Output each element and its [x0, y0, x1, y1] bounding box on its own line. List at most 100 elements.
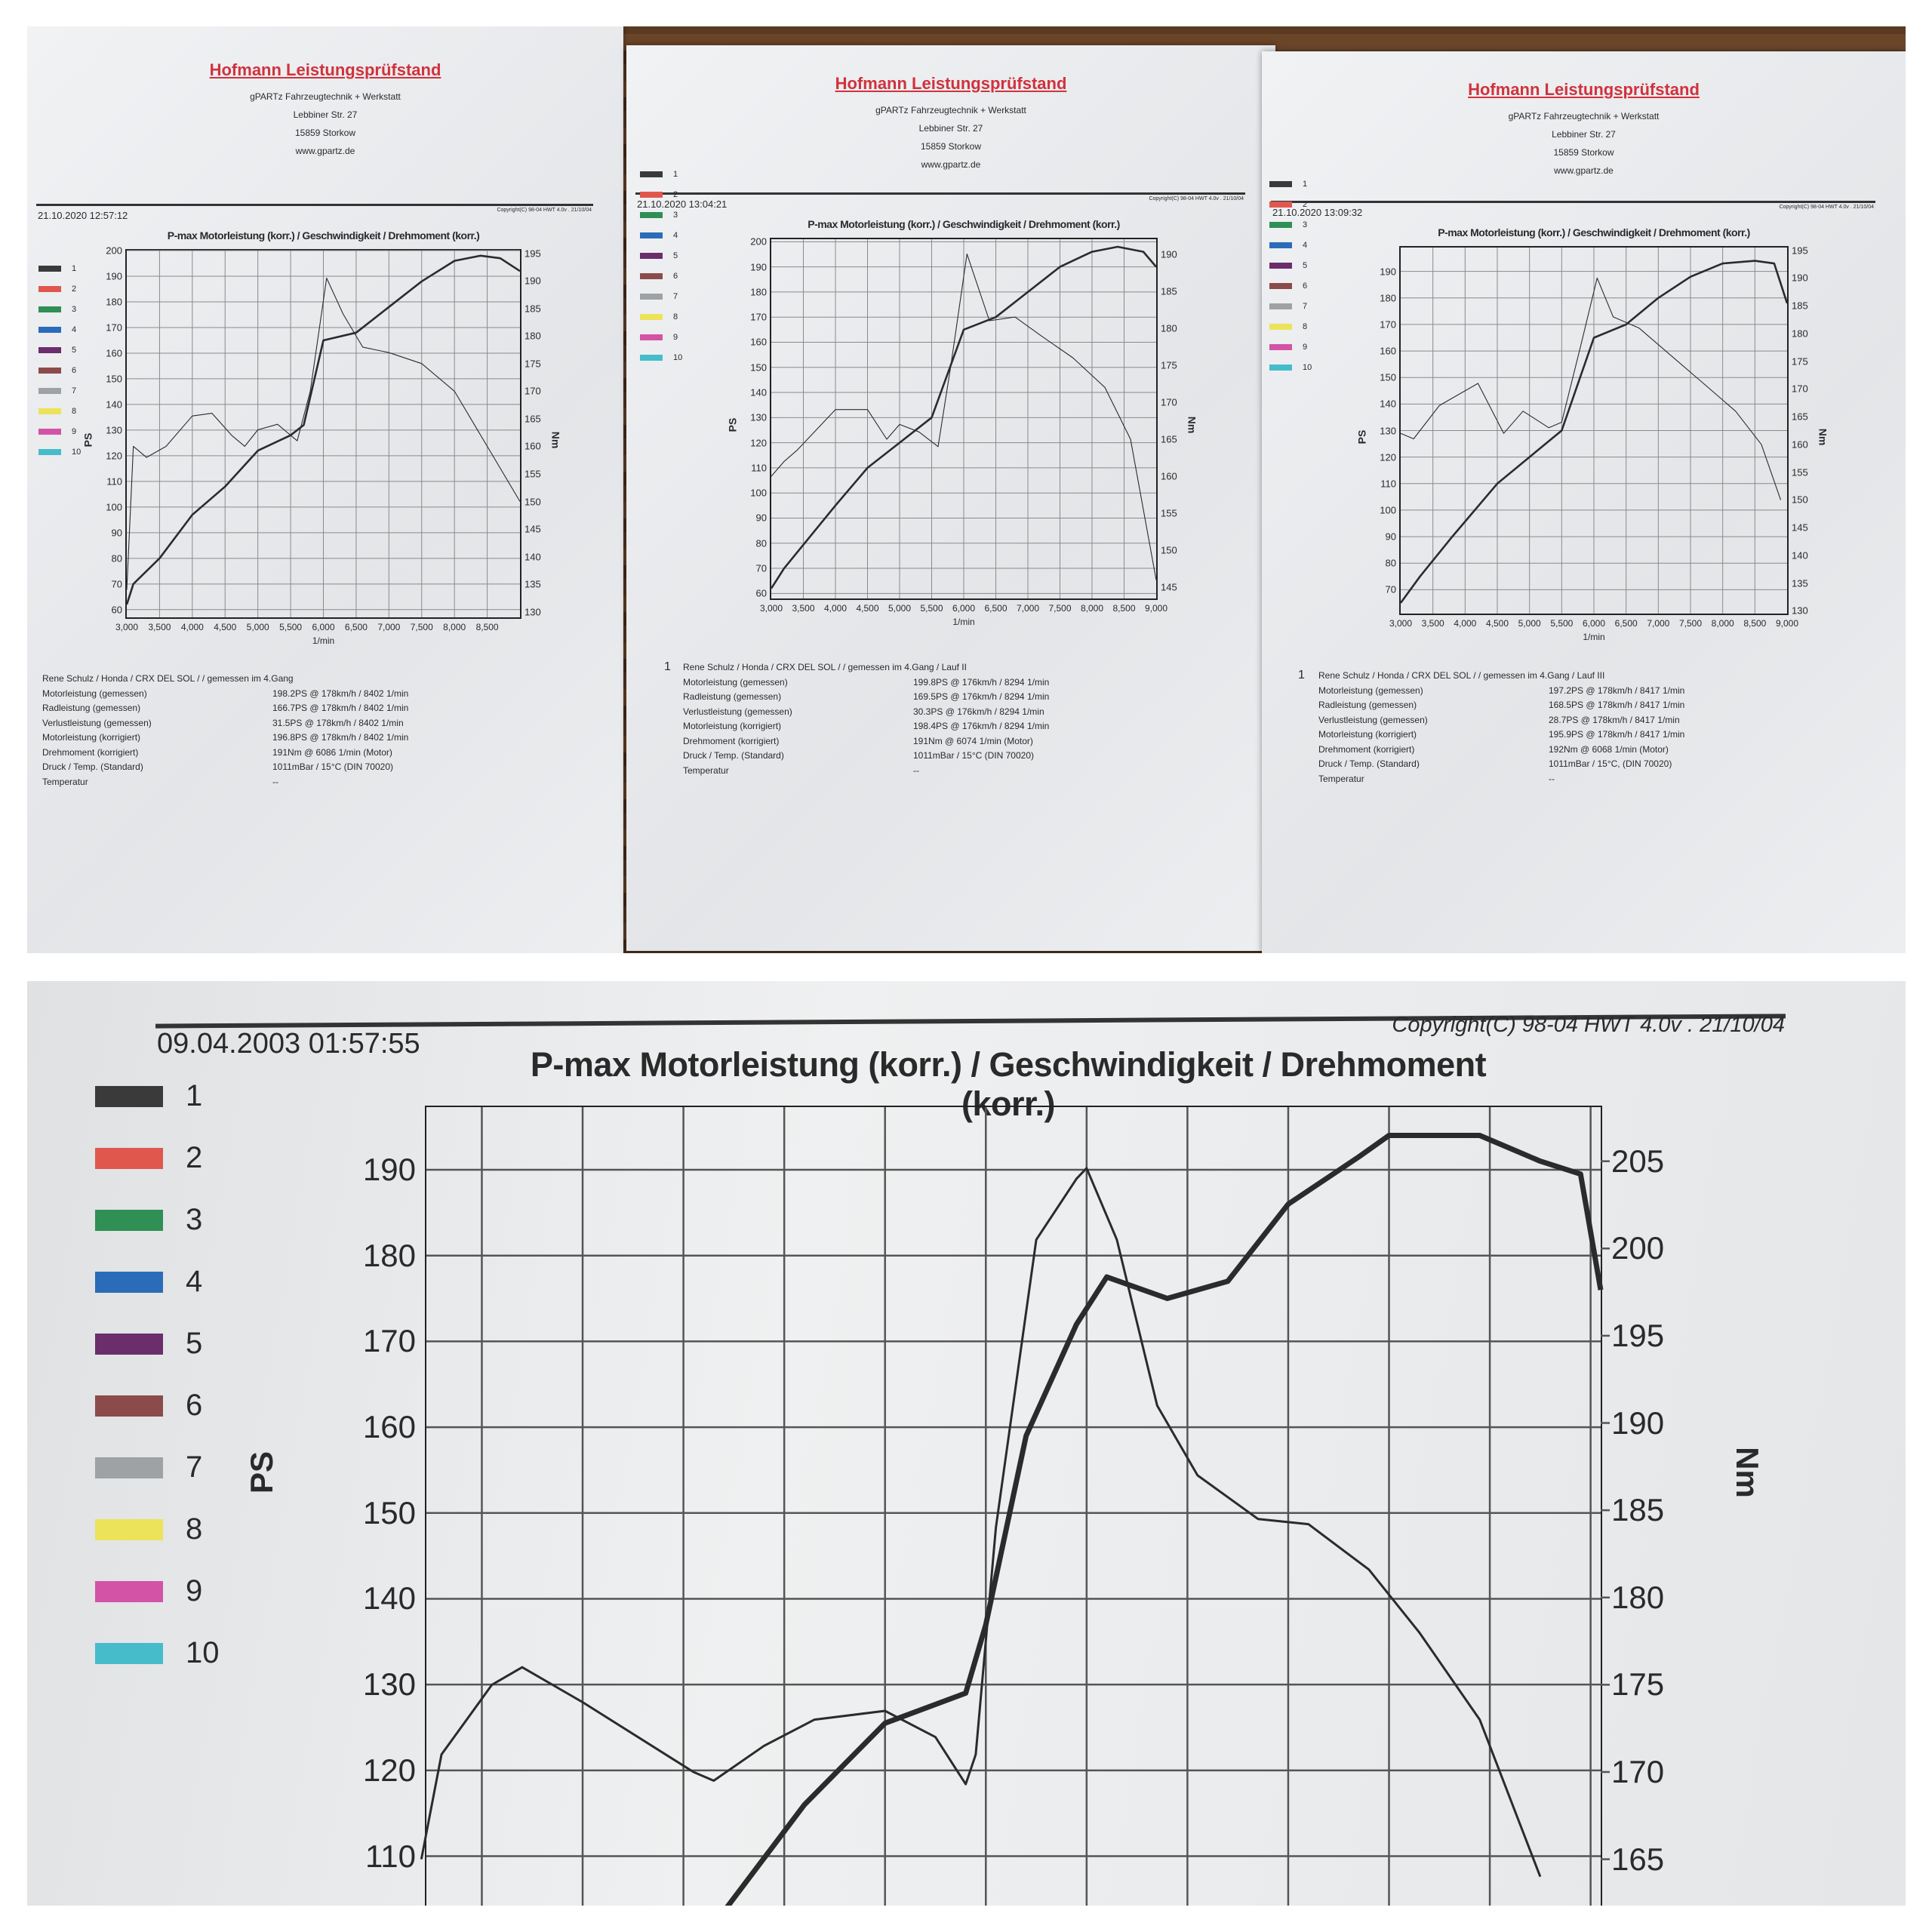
sheet-header: Hofmann Leistungsprüfstand gPARTz Fahrzeu… [626, 74, 1275, 174]
y2-tick-label-nm: 150 [1161, 544, 1177, 556]
legend-item-4: 4 [640, 231, 678, 240]
address-line: 15859 Storkow [920, 141, 982, 152]
result-value: 196.8PS @ 178km/h / 8402 1/min [272, 732, 409, 743]
legend-label: 4 [72, 325, 77, 334]
y2-tick-label-nm: 165 [1792, 411, 1808, 423]
result-row: Motorleistung (gemessen) 199.8PS @ 176km/… [683, 675, 1049, 691]
chart-plot-area: 70 80 90 100 110 120 130 140 150 160 170 180 190 130 1… [1356, 245, 1829, 642]
legend-item-10: 10 [640, 353, 682, 362]
legend-item-3: 3 [38, 305, 76, 314]
y2-tick-label-nm: 150 [1792, 494, 1808, 506]
y2-tick-label-nm: 170 [1611, 1753, 1665, 1789]
address-line: Lebbiner Str. 27 [293, 109, 358, 120]
legend-item-7: 7 [1269, 302, 1307, 311]
y-tick-label-ps: 90 [111, 527, 122, 539]
legend-label: 6 [673, 272, 678, 281]
result-row: Radleistung (gemessen) 168.5PS @ 178km/h … [1318, 698, 1684, 713]
run-date: 09.04.2003 01:57:55 [157, 1028, 420, 1060]
y-tick-label-ps: 70 [1385, 583, 1396, 595]
legend-label: 9 [1303, 343, 1308, 352]
x-tick-label-rpm: 8,000 [1711, 618, 1734, 629]
legend-swatch [38, 429, 61, 435]
legend-swatch [38, 327, 61, 333]
run-date: 21.10.2020 12:57:12 [38, 210, 128, 221]
y-tick-label-ps: 120 [750, 437, 767, 449]
legend-swatch [640, 334, 663, 340]
legend-item-3: 3 [95, 1203, 202, 1237]
y-tick-label-ps: 170 [362, 1323, 416, 1359]
header-rule [1271, 201, 1875, 203]
result-value: 166.7PS @ 178km/h / 8402 1/min [272, 703, 409, 713]
x-axis-label: 1/min [312, 635, 335, 646]
y-tick-label-ps: 170 [1380, 318, 1396, 331]
result-value: 199.8PS @ 176km/h / 8294 1/min [913, 676, 1050, 688]
y2-tick-label-nm: 160 [525, 440, 541, 452]
y2-tick-label-nm: 185 [1611, 1492, 1665, 1528]
x-tick-label-rpm: 9,000 [1144, 603, 1168, 614]
legend-item-5: 5 [640, 251, 678, 260]
legend-item-1: 1 [38, 264, 76, 273]
y2-tick-label-nm: 190 [1161, 248, 1177, 260]
result-label: Verlustleistung (gemessen) [1318, 714, 1428, 725]
legend-label: 6 [72, 366, 77, 375]
x-tick-label-rpm: 8,000 [443, 622, 466, 632]
chart-svg [770, 239, 1157, 598]
legend-item-5: 5 [1269, 261, 1307, 270]
legend-swatch [95, 1085, 163, 1107]
result-value: 198.2PS @ 178km/h / 8402 1/min [272, 688, 409, 699]
y-tick-label-ps: 180 [362, 1237, 416, 1273]
legend-swatch [640, 355, 663, 361]
company-title: Hofmann Leistungsprüfstand [209, 60, 441, 79]
x-tick-label-rpm: 7,500 [1678, 618, 1703, 629]
address-line: gPARTz Fahrzeugtechnik + Werkstatt [250, 91, 401, 102]
result-value: 168.5PS @ 178km/h / 8417 1/min [1549, 700, 1685, 710]
legend-label: 9 [186, 1574, 203, 1607]
y-tick-label-ps: 150 [750, 361, 767, 374]
legend-swatch [38, 286, 61, 292]
y-tick-label-ps: 200 [750, 235, 767, 248]
x-axis-label: 1/min [1583, 632, 1605, 642]
legend-label: 4 [186, 1265, 203, 1298]
y-tick-label-ps: 150 [106, 373, 122, 385]
x-tick-label-rpm: 8,000 [1080, 603, 1104, 614]
result-value: 30.3PS @ 176km/h / 8294 1/min [913, 706, 1044, 717]
result-table: Rene Schulz / Honda / CRX DEL SOL / / ge… [683, 660, 1049, 778]
x-tick-label-rpm: 8,500 [475, 622, 499, 632]
y-tick-label-ps: 90 [755, 512, 767, 524]
legend-label: 2 [673, 190, 678, 199]
x-tick-label-rpm: 3,000 [1389, 618, 1413, 629]
x-tick-label-rpm: 6,500 [984, 603, 1008, 614]
y-axis-label: PS [1355, 429, 1368, 444]
legend-swatch [38, 449, 61, 455]
legend-swatch [1269, 303, 1292, 309]
result-value: 1011mBar / 15°C (DIN 70020) [272, 761, 393, 772]
result-table: Rene Schulz / Honda / CRX DEL SOL / / ge… [1318, 669, 1684, 786]
y-tick-label-ps: 80 [755, 537, 767, 549]
chart-svg [125, 250, 521, 617]
dyno-sheet-2: Hofmann Leistungsprüfstand gPARTz Fahrzeu… [626, 45, 1275, 951]
x-tick-label-rpm: 7,000 [1647, 618, 1670, 629]
legend-label: 8 [72, 407, 77, 416]
legend-label: 3 [186, 1203, 203, 1236]
company-title: Hofmann Leistungsprüfstand [835, 74, 1067, 93]
result-row: Druck / Temp. (Standard) 1011mBar / 15°C … [42, 760, 408, 775]
chart-svg [1399, 248, 1789, 614]
y-axis-label: PS [82, 432, 94, 448]
torque-curve-nm [771, 254, 1157, 580]
result-value: 191Nm @ 6074 1/min (Motor) [913, 735, 1033, 746]
y-tick-label-ps: 110 [1380, 478, 1396, 490]
y2-tick-label-nm: 155 [1161, 507, 1177, 519]
y-tick-label-ps: 140 [106, 398, 122, 411]
photo-top-three-sheets: Hofmann Leistungsprüfstand gPARTz Fahrzeu… [27, 26, 1906, 953]
y-tick-label-ps: 180 [1380, 292, 1396, 304]
y2-tick-label-nm: 170 [1161, 396, 1177, 408]
result-row: Verlustleistung (gemessen) 31.5PS @ 178km… [42, 716, 408, 731]
y2-tick-label-nm: 180 [1611, 1579, 1665, 1615]
legend-item-8: 8 [1269, 322, 1307, 331]
x-tick-label-rpm: 7,500 [410, 622, 433, 632]
power-curve-ps [1399, 260, 1789, 604]
torque-curve-nm [1400, 277, 1782, 500]
x-tick-label-rpm: 9,000 [1775, 618, 1799, 629]
y2-tick-label-nm: 175 [525, 358, 541, 370]
legend-swatch [640, 253, 663, 259]
